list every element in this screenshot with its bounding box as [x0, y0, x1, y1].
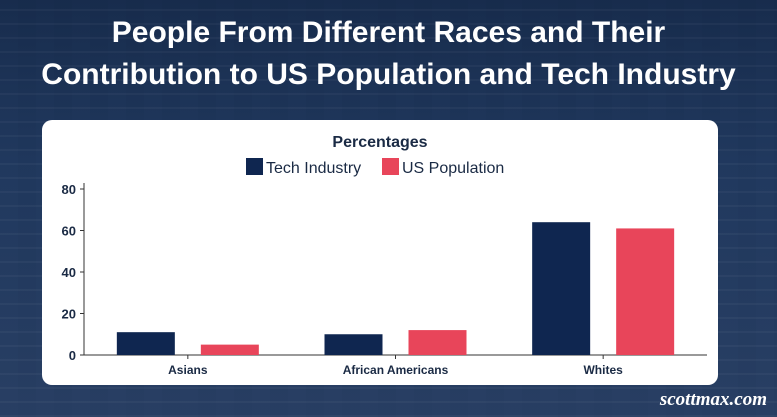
y-tick-label: 60	[62, 224, 76, 239]
x-tick-label: Whites	[583, 363, 623, 377]
legend-label-1: US Population	[402, 160, 504, 177]
page-title: People From Different Races and Their Co…	[0, 12, 777, 96]
bar-whites-1	[616, 228, 675, 355]
legend-swatch-0	[246, 158, 263, 175]
bar-african-americans-1	[408, 330, 467, 355]
bar-chart: Percentages Tech Industry US Population 0…	[62, 134, 707, 377]
chart-title: Percentages	[332, 134, 427, 151]
bar-whites-0	[532, 222, 591, 355]
y-tick-label: 20	[62, 307, 76, 322]
x-tick-label: Asians	[168, 363, 208, 377]
chart-card: Percentages Tech Industry US Population 0…	[42, 120, 718, 385]
watermark: scottmax.com	[659, 389, 767, 410]
legend-label-0: Tech Industry	[266, 160, 361, 177]
y-tick-label: 0	[69, 348, 76, 363]
y-tick-label: 80	[62, 182, 76, 197]
bar-asians-0	[116, 332, 175, 355]
legend-swatch-1	[382, 158, 399, 175]
y-tick-label: 40	[62, 265, 76, 280]
page-title-line-1: People From Different Races and Their	[111, 16, 666, 49]
page-title-line-2: Contribution to US Population and Tech I…	[41, 58, 736, 91]
bars: Asians African Americans Whites	[116, 222, 675, 377]
bar-asians-1	[200, 344, 259, 355]
legend: Tech Industry US Population	[246, 158, 504, 177]
x-tick-label: African Americans	[343, 363, 449, 377]
bar-african-americans-0	[324, 334, 383, 355]
